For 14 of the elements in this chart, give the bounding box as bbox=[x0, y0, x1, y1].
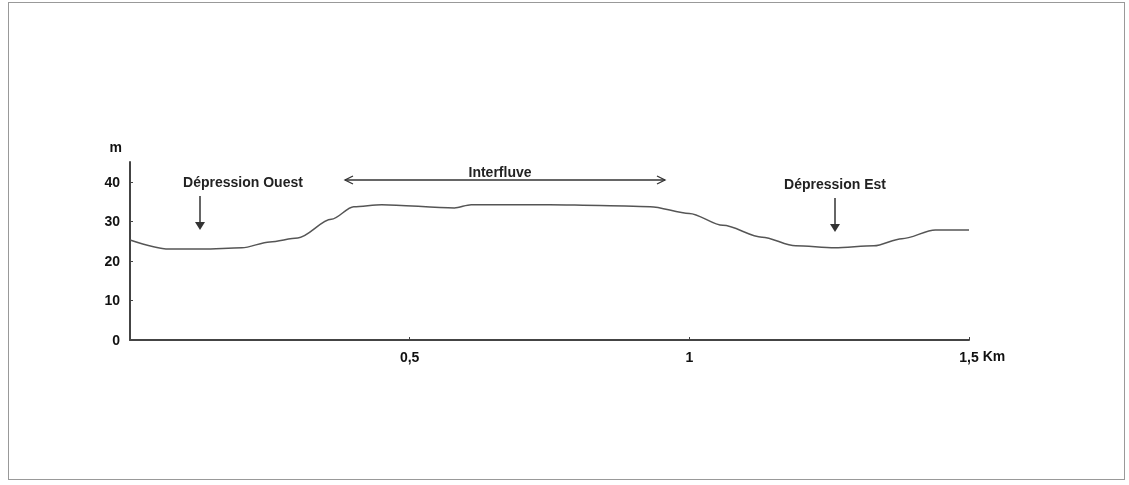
x-tick-label: 1,5 bbox=[959, 349, 979, 365]
x-tick-label: 0,5 bbox=[399, 349, 420, 365]
y-tick-label: 20 bbox=[104, 252, 121, 269]
annotation: Dépression Ouest bbox=[183, 174, 304, 190]
x-tick-label: 1 bbox=[685, 349, 694, 365]
y-axis-title: m bbox=[109, 139, 122, 155]
annotation: Dépression Est bbox=[784, 176, 887, 192]
y-tick-label: 30 bbox=[104, 213, 121, 230]
y-tick-label: 10 bbox=[104, 292, 121, 309]
x-axis-title: Km bbox=[982, 348, 1006, 364]
line-series bbox=[129, 203, 970, 250]
y-tick-label: 40 bbox=[104, 173, 121, 190]
y-tick-label: 0 bbox=[112, 332, 121, 348]
annotation: Interfluve bbox=[468, 164, 532, 180]
